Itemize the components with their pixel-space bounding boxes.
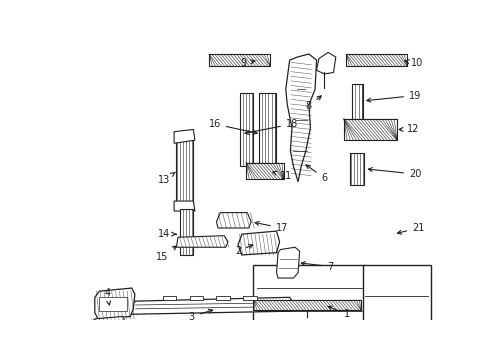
Text: 12: 12	[399, 125, 419, 134]
Text: 13: 13	[158, 172, 175, 185]
Text: 11: 11	[273, 171, 292, 181]
Polygon shape	[95, 288, 135, 319]
Text: 3: 3	[189, 309, 213, 321]
Polygon shape	[176, 236, 228, 247]
Text: 14: 14	[158, 229, 176, 239]
Text: 9: 9	[241, 58, 255, 68]
Polygon shape	[286, 54, 317, 182]
Text: 2: 2	[235, 245, 253, 256]
Text: 16: 16	[209, 119, 257, 134]
Text: 6: 6	[306, 165, 327, 183]
Bar	[253, 300, 361, 310]
Text: 19: 19	[367, 91, 421, 102]
Polygon shape	[174, 201, 195, 211]
Text: 15: 15	[156, 246, 176, 262]
Bar	[179, 209, 194, 255]
Bar	[99, 297, 127, 311]
Text: 8: 8	[306, 96, 321, 111]
Text: 17: 17	[255, 221, 288, 233]
Text: 20: 20	[368, 168, 421, 179]
Polygon shape	[217, 296, 230, 300]
Text: 21: 21	[397, 223, 424, 234]
Text: 22: 22	[0, 359, 1, 360]
Polygon shape	[90, 316, 125, 333]
Text: 18: 18	[245, 119, 298, 134]
Text: 1: 1	[328, 306, 350, 319]
Polygon shape	[276, 247, 300, 278]
Polygon shape	[217, 213, 251, 228]
Polygon shape	[317, 53, 336, 74]
Bar	[245, 163, 284, 180]
Polygon shape	[238, 231, 280, 255]
Bar	[346, 54, 408, 66]
Bar	[209, 54, 270, 66]
Polygon shape	[244, 296, 257, 300]
Text: 7: 7	[301, 261, 334, 271]
Bar	[176, 136, 194, 205]
Polygon shape	[128, 297, 294, 314]
Polygon shape	[163, 296, 176, 300]
Polygon shape	[174, 130, 195, 143]
Bar	[253, 265, 365, 360]
Bar	[350, 153, 365, 185]
Text: 4: 4	[104, 288, 111, 305]
Bar	[97, 322, 118, 330]
Bar	[352, 84, 363, 119]
Polygon shape	[190, 296, 203, 300]
Bar	[259, 93, 276, 174]
Text: 10: 10	[405, 58, 423, 68]
Bar	[363, 265, 431, 360]
Bar	[343, 119, 397, 140]
Bar	[240, 93, 253, 166]
Text: 5: 5	[0, 359, 1, 360]
